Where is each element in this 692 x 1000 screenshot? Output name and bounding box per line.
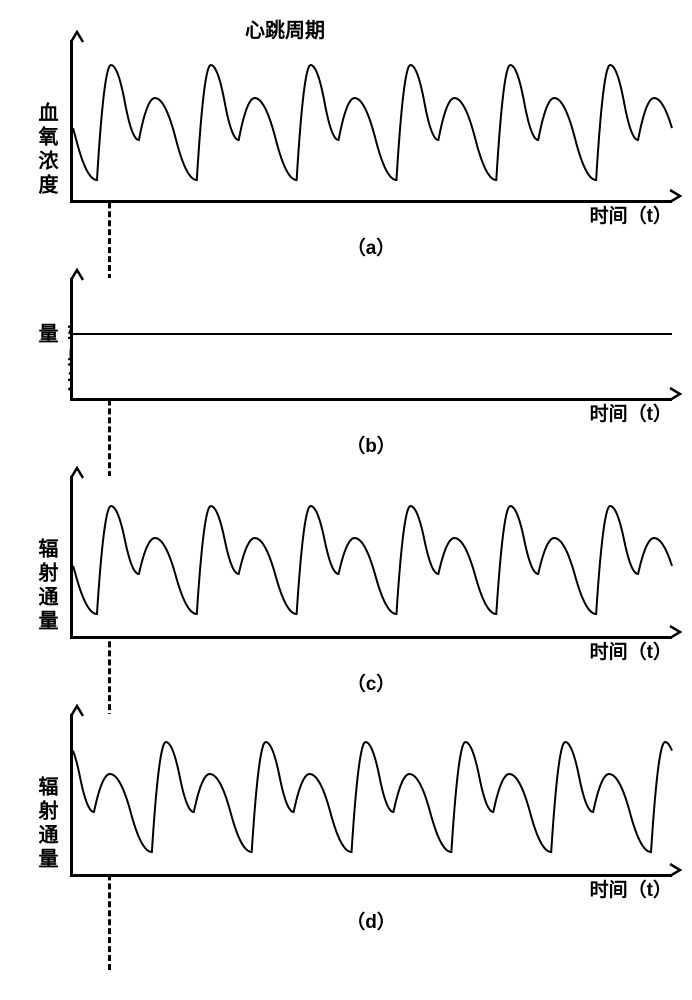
period-label: 心跳周期 (245, 14, 325, 43)
x-axis-label-c: 时间（t） (590, 637, 672, 664)
panel-d: 辐射通量 时间（t） （d） (20, 714, 672, 934)
sub-label-d: （d） (70, 907, 672, 934)
panel-b: 辐射通量 时间（t） （b） (20, 278, 672, 458)
plot-area-a: 时间（t） (70, 40, 672, 203)
plot-area-b: 时间（t） (70, 278, 672, 401)
figure-container: 心跳周期 血氧浓度 时间（t） （a） 辐射通量 (20, 40, 672, 934)
plot-area-d: 时间（t） (70, 714, 672, 877)
x-axis-label-d: 时间（t） (590, 875, 672, 902)
waveform-c (73, 476, 672, 636)
y-axis-label-c: 辐射通量 (32, 538, 61, 634)
sub-label-a: （a） (70, 233, 672, 260)
x-axis-label-a: 时间（t） (590, 201, 672, 228)
y-axis-label-d: 辐射通量 (32, 776, 61, 872)
sub-label-b: （b） (70, 431, 672, 458)
y-axis-label-a: 血氧浓度 (32, 102, 61, 198)
waveform-d (73, 714, 672, 874)
waveform-a (73, 40, 672, 200)
y-axis-arrow-b (70, 268, 84, 282)
flat-line-b (73, 333, 672, 335)
plot-area-c: 时间（t） (70, 476, 672, 639)
sub-label-c: （c） (70, 669, 672, 696)
panel-a: 心跳周期 血氧浓度 时间（t） （a） (20, 40, 672, 260)
x-axis-label-b: 时间（t） (590, 399, 672, 426)
panel-c: 辐射通量 时间（t） （c） (20, 476, 672, 696)
